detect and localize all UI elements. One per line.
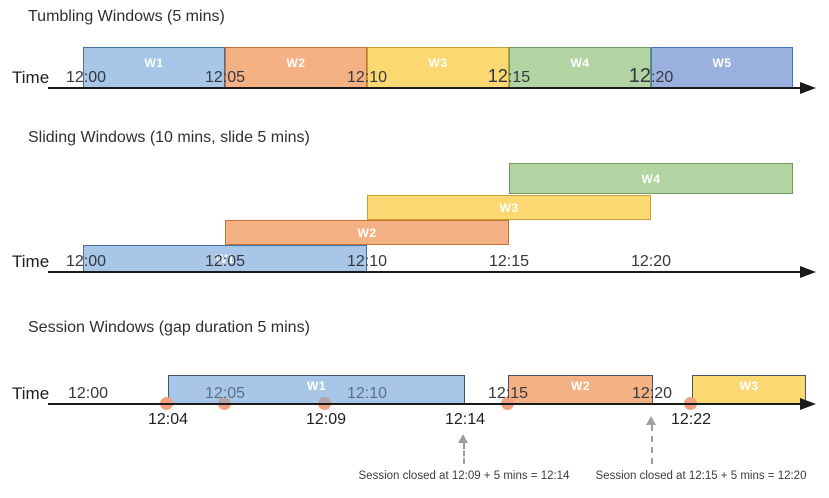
- event-time-label: 12:22: [670, 411, 712, 428]
- axis-arrow-icon: [800, 398, 816, 410]
- window-label-w4: W4: [570, 56, 590, 70]
- tick-label: 12:00: [65, 253, 107, 271]
- event-time-label: 12:09: [305, 411, 347, 428]
- dashed-arrow-head-icon: [646, 416, 656, 425]
- time-axis-line: [48, 271, 800, 273]
- window-box-w4: W4: [509, 163, 793, 194]
- event-time-label: 12:14: [444, 411, 486, 428]
- window-box-w4: W4: [509, 47, 651, 89]
- sliding-section-title: Sliding Windows (10 mins, slide 5 mins): [28, 129, 310, 146]
- tick-label: 12:05: [204, 385, 246, 403]
- window-label-w3: W3: [428, 56, 448, 70]
- tumbling-section-title: Tumbling Windows (5 mins): [28, 8, 225, 25]
- session-time-axis-label: Time: [12, 384, 50, 403]
- axis-arrow-icon: [800, 82, 816, 94]
- tick-label: 12:15: [487, 385, 529, 403]
- window-box-w2: W2: [225, 220, 509, 245]
- tick-label: 12:10: [346, 69, 388, 87]
- tick-label: 12:05: [204, 253, 246, 271]
- window-box-w2: W2: [508, 375, 653, 405]
- time-axis-line: [48, 87, 800, 89]
- session-annotation: Session closed at 12:09 + 5 mins = 12:14: [358, 470, 570, 482]
- window-label-w1: W1: [144, 56, 164, 70]
- window-label-w1: W1: [307, 379, 326, 393]
- tick-label: 12:05: [204, 69, 246, 87]
- tumbling-time-axis-label: Time: [12, 68, 50, 87]
- window-label-w1: W1: [215, 252, 235, 266]
- time-axis-line: [48, 403, 800, 405]
- event-time-label: 12:04: [147, 411, 189, 428]
- dashed-arrow-head-icon: [458, 434, 468, 443]
- tick-label: 12:00: [67, 385, 109, 403]
- axis-arrow-icon: [800, 266, 816, 278]
- tick-label: 12:15: [488, 253, 530, 271]
- dashed-arrow-icon: [651, 425, 653, 464]
- window-label-w2: W2: [571, 379, 590, 393]
- window-label-w5: W5: [712, 56, 732, 70]
- window-box-w1: W1: [83, 47, 225, 89]
- window-label-w2: W2: [286, 56, 306, 70]
- tick-label: 12:00: [65, 69, 107, 87]
- window-label-w3: W3: [739, 379, 759, 393]
- tick-label: 12:20: [631, 385, 673, 403]
- window-box-w3: W3: [367, 195, 651, 220]
- tick-label: 12:20: [630, 253, 672, 271]
- window-label-w3: W3: [499, 200, 519, 215]
- tick-label: 12:15: [487, 66, 531, 87]
- window-box-w2: W2: [225, 47, 367, 89]
- window-label-w4: W4: [641, 171, 661, 186]
- window-label-w2: W2: [357, 225, 377, 240]
- window-box-w3: W3: [692, 375, 806, 405]
- tick-label: 12:10: [346, 385, 388, 403]
- sliding-time-axis-label: Time: [12, 252, 50, 271]
- session-annotation: Session closed at 12:15 + 5 mins = 12:20: [595, 470, 807, 482]
- tick-label: 12:20: [628, 65, 674, 87]
- session-section-title: Session Windows (gap duration 5 mins): [28, 319, 310, 336]
- dashed-arrow-icon: [463, 443, 465, 464]
- window-box-w1: W1: [83, 245, 367, 273]
- tick-label: 12:10: [346, 253, 388, 271]
